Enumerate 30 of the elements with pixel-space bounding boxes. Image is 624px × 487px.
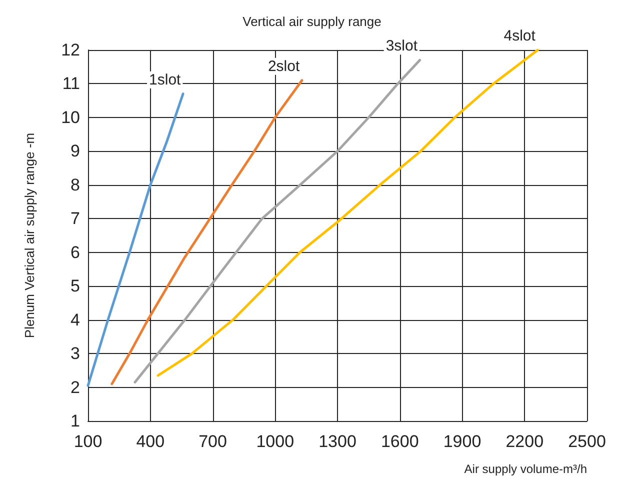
- y-tick-label: 8: [70, 175, 80, 194]
- x-tick-label: 1300: [318, 432, 356, 451]
- y-axis-title: Plenum Vertical air supply range -m: [22, 132, 37, 338]
- line-series: [134, 58, 422, 384]
- x-tick-label: 2500: [568, 432, 606, 451]
- y-tick-label: 7: [70, 209, 80, 228]
- y-tick-label: 1: [70, 412, 80, 430]
- x-tick-label: 400: [136, 432, 165, 451]
- y-tick-label: 10: [61, 108, 80, 127]
- x-tick-label: 2200: [506, 432, 544, 451]
- chart-title: Vertical air supply range: [242, 14, 382, 29]
- x-tick-label: 1600: [380, 432, 419, 451]
- series-label: 4slot: [504, 28, 536, 44]
- y-tick-label: 3: [70, 344, 80, 364]
- y-tick-label: 12: [61, 40, 80, 60]
- y-tick-label: 11: [62, 74, 80, 94]
- y-tick-label: 2: [70, 378, 80, 397]
- series-label: 3slot: [386, 38, 418, 55]
- x-tick-label: 700: [198, 432, 227, 451]
- series-label: 2slot: [268, 58, 300, 75]
- line-series: [86, 92, 184, 387]
- y-tick-label: 6: [70, 242, 80, 262]
- y-tick-label: 4: [70, 310, 80, 330]
- x-tick-label: 100: [74, 432, 102, 451]
- y-tick-label: 9: [70, 142, 80, 161]
- y-tick-label: 5: [70, 276, 80, 296]
- x-axis-title: Air supply volume-m³/h: [464, 462, 587, 476]
- x-tick-label: 1900: [443, 432, 482, 451]
- series-label: 1slot: [149, 71, 182, 88]
- x-tick-label: 1000: [256, 432, 294, 451]
